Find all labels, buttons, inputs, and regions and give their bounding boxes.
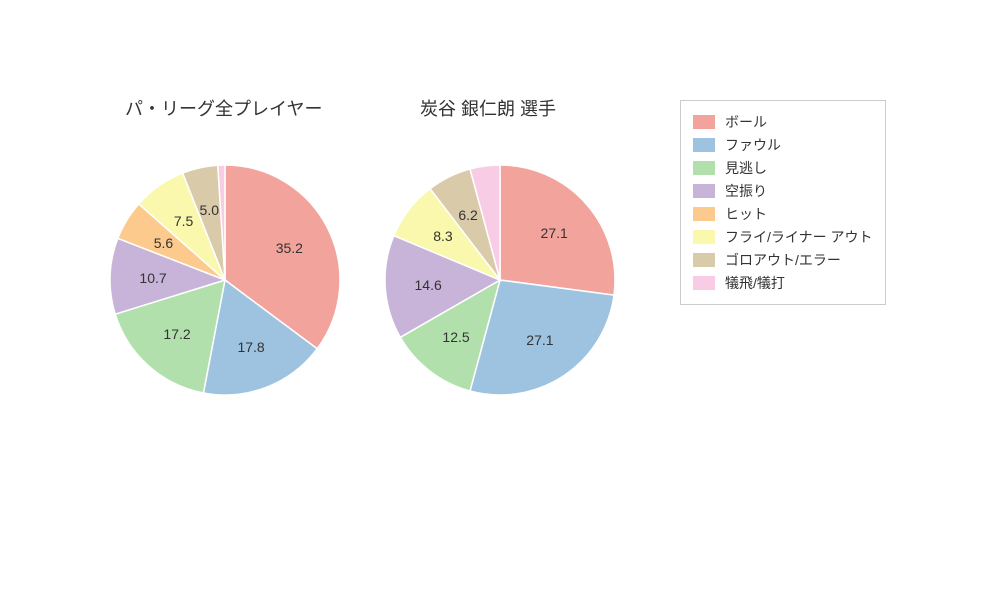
legend-swatch-ball	[693, 115, 715, 129]
legend-label-swing: 空振り	[725, 181, 767, 201]
legend-item-ground: ゴロアウト/エラー	[693, 250, 873, 270]
legend-swatch-looking	[693, 161, 715, 175]
legend-label-fly: フライ/ライナー アウト	[725, 227, 873, 247]
pie-label-looking: 12.5	[442, 329, 469, 345]
legend-label-looking: 見逃し	[725, 158, 767, 178]
legend-item-sac: 犠飛/犠打	[693, 273, 873, 293]
legend-swatch-foul	[693, 138, 715, 152]
legend-item-swing: 空振り	[693, 181, 873, 201]
pie-label-foul: 27.1	[526, 332, 553, 348]
legend-swatch-ground	[693, 253, 715, 267]
legend-label-ground: ゴロアウト/エラー	[725, 250, 841, 270]
pie-label-swing: 10.7	[139, 270, 166, 286]
pie-label-ball: 35.2	[276, 240, 303, 256]
legend-label-ball: ボール	[725, 112, 767, 132]
legend-item-ball: ボール	[693, 112, 873, 132]
pie-title-league: パ・リーグ全プレイヤー	[125, 95, 322, 121]
pie-label-swing: 14.6	[415, 277, 442, 293]
legend-label-sac: 犠飛/犠打	[725, 273, 785, 293]
pie-label-ground: 5.0	[200, 202, 219, 218]
legend-item-looking: 見逃し	[693, 158, 873, 178]
legend-swatch-hit	[693, 207, 715, 221]
legend: ボールファウル見逃し空振りヒットフライ/ライナー アウトゴロアウト/エラー犠飛/…	[680, 100, 886, 305]
pie-label-fly: 7.5	[174, 213, 193, 229]
pie-label-ball: 27.1	[541, 225, 568, 241]
legend-swatch-fly	[693, 230, 715, 244]
legend-item-foul: ファウル	[693, 135, 873, 155]
legend-item-hit: ヒット	[693, 204, 873, 224]
chart-container: { "background_color": "#ffffff", "title_…	[0, 0, 1000, 600]
legend-item-fly: フライ/ライナー アウト	[693, 227, 873, 247]
pie-label-foul: 17.8	[237, 339, 264, 355]
pie-label-looking: 17.2	[163, 326, 190, 342]
legend-swatch-swing	[693, 184, 715, 198]
pie-label-fly: 8.3	[433, 228, 452, 244]
pie-label-ground: 6.2	[458, 207, 477, 223]
pie-player: 27.1 27.1 12.5 14.6 8.3 6.2	[385, 165, 615, 395]
pie-label-hit: 5.6	[154, 235, 173, 251]
legend-label-foul: ファウル	[725, 135, 781, 155]
pie-title-player: 炭谷 銀仁朗 選手	[420, 95, 556, 121]
pie-league: 35.2 17.8 17.2 10.7 5.67.5 5.0	[110, 165, 340, 395]
legend-label-hit: ヒット	[725, 204, 767, 224]
legend-swatch-sac	[693, 276, 715, 290]
